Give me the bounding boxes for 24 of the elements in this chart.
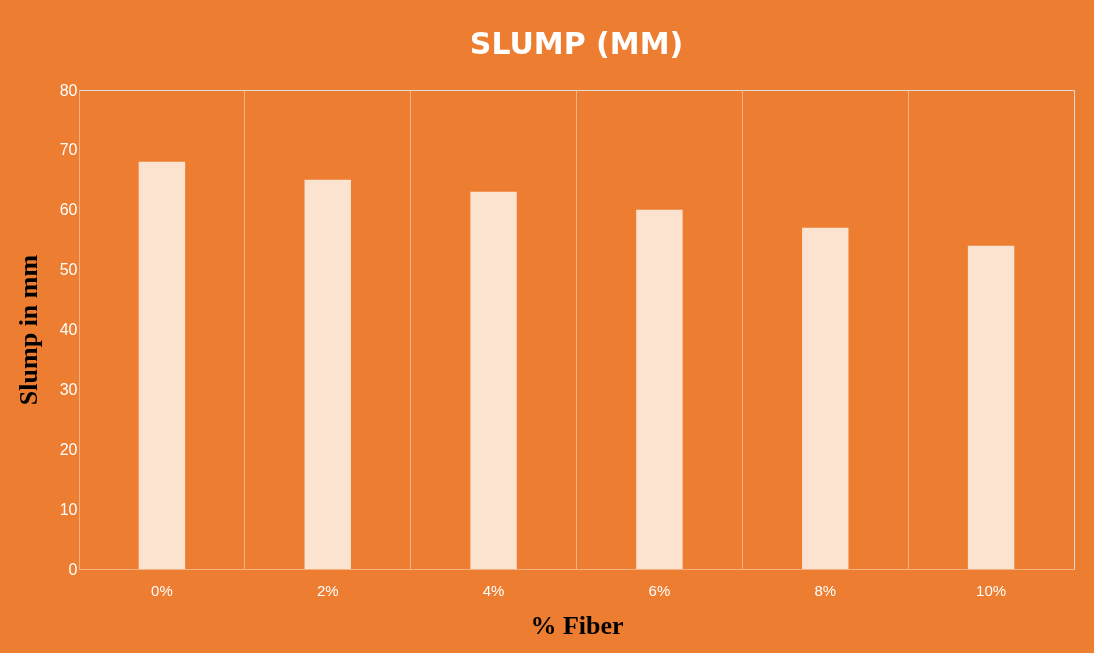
- x-tick-label: 6%: [648, 581, 671, 599]
- y-tick-label: 0: [68, 560, 78, 578]
- x-tick-label: 2%: [316, 581, 339, 599]
- bar: [304, 179, 351, 569]
- bar: [470, 191, 517, 569]
- y-tick-label: 70: [59, 141, 78, 159]
- y-axis-title: Slump in mm: [13, 254, 43, 406]
- y-tick-label: 60: [59, 201, 78, 219]
- y-tick-label: 10: [59, 500, 78, 518]
- y-tick-label: 80: [59, 81, 78, 99]
- y-tick-label: 40: [59, 321, 78, 338]
- y-tick-label: 20: [59, 440, 78, 458]
- x-tick-label: 0%: [151, 581, 173, 599]
- x-tick-label: 8%: [814, 581, 837, 599]
- x-axis-title: % Fiber: [530, 610, 624, 640]
- bar: [636, 209, 683, 569]
- y-tick-label: 50: [59, 261, 78, 279]
- bar: [138, 161, 186, 569]
- bar: [802, 227, 849, 569]
- x-tick-label: 4%: [482, 581, 505, 599]
- bar: [967, 245, 1015, 569]
- chart-title: SLUMP (MM): [469, 26, 684, 61]
- x-tick-label: 10%: [976, 581, 1007, 599]
- y-tick-label: 30: [59, 380, 78, 398]
